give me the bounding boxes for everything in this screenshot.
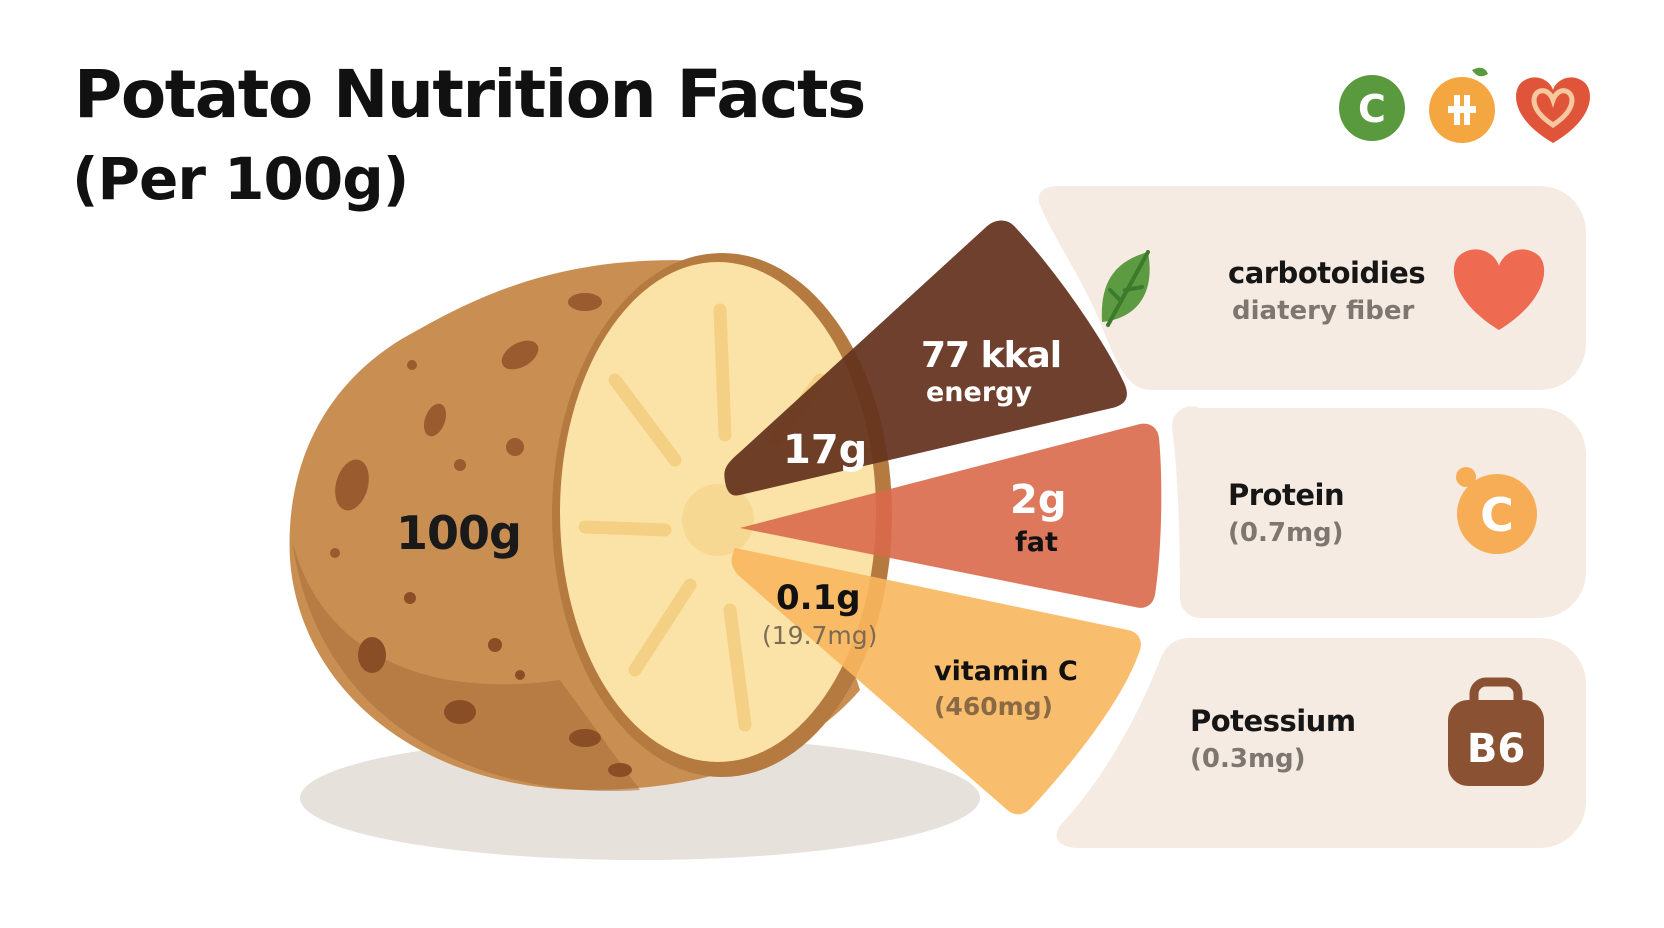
card-potassium-subtitle: (0.3mg) — [1190, 744, 1306, 774]
heart-icon — [1453, 249, 1545, 330]
vitamin-c-badge-icon: C — [1339, 75, 1405, 141]
wedge-fat-label: fat — [1015, 527, 1058, 558]
wedge-fat-value: 2g — [1010, 477, 1067, 523]
wedge-energy — [724, 220, 1127, 496]
potato-illustration — [289, 253, 892, 792]
wedge-vitc-value: 0.1g — [776, 578, 861, 618]
card-potassium-title: Potessium — [1190, 704, 1356, 738]
wedge-fat — [740, 423, 1162, 608]
wedge-vitamin-c — [731, 548, 1141, 815]
wedge-vitc-detail: (19.7mg) — [762, 621, 878, 650]
card-protein-title: Protein — [1228, 478, 1345, 512]
vitamin-c-fruit-icon: C — [1456, 467, 1537, 554]
card-carbs-title: carbotoidies — [1228, 256, 1426, 290]
wedge-energy-amount: 77 kkal — [921, 335, 1062, 376]
page-subtitle: (Per 100g) — [72, 145, 409, 213]
wedge-vitc-label: vitamin C — [934, 656, 1078, 687]
card-background-protein — [1171, 406, 1586, 618]
page-title: Potato Nutrition Facts — [74, 56, 866, 133]
card-carbs-subtitle: diatery fiber — [1232, 296, 1415, 326]
plus-badge-icon — [1429, 67, 1495, 143]
leaf-icon — [1101, 250, 1150, 327]
potato-weight-label: 100g — [396, 506, 522, 560]
card-protein-subtitle: (0.7mg) — [1228, 518, 1344, 548]
b6-bag-icon: B6 — [1448, 677, 1544, 786]
card-background-carbs — [1038, 186, 1586, 390]
fruit-letter: C — [1480, 488, 1514, 542]
heart-badge-icon — [1516, 77, 1590, 143]
card-background-potassium — [1056, 638, 1586, 848]
bag-label: B6 — [1467, 726, 1525, 772]
wedge-vitc-label-detail: (460mg) — [934, 692, 1053, 721]
wedge-energy-label: energy — [926, 377, 1033, 408]
badge-letter: C — [1358, 87, 1386, 131]
wedge-energy-value: 17g — [783, 427, 868, 473]
